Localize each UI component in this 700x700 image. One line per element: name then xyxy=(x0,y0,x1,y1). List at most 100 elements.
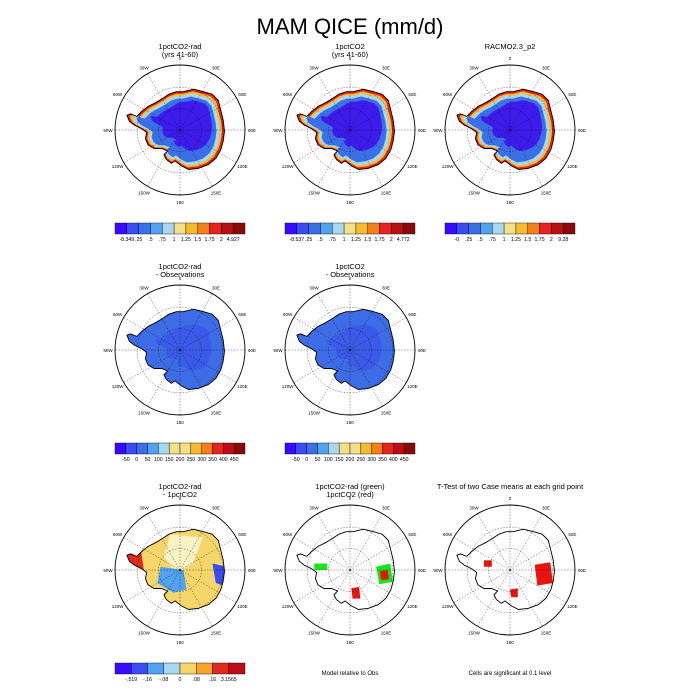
colorbar-swatch xyxy=(320,222,333,235)
colorbar-swatch xyxy=(114,662,132,675)
coastline xyxy=(126,88,225,170)
colorbar-swatch xyxy=(402,222,416,235)
longitude-gridline xyxy=(123,537,181,571)
longitude-tick-label: 30W xyxy=(139,66,149,71)
map-boundary-circle xyxy=(114,504,246,636)
colorbar-swatch xyxy=(296,222,309,235)
longitude-tick-label: 180 xyxy=(176,640,184,645)
longitude-gridline xyxy=(123,349,181,383)
colorbar-swatch xyxy=(162,222,175,235)
longitude-tick-label: 60W xyxy=(113,312,123,317)
longitude-tick-label: 60E xyxy=(238,532,246,537)
longitude-gridline xyxy=(349,73,383,131)
colorbar-tick-label: 100 xyxy=(324,457,333,463)
longitude-tick-label: 90E xyxy=(418,568,426,573)
colorbar-swatch xyxy=(306,442,318,455)
colorbar-swatch xyxy=(201,442,213,455)
longitude-gridline xyxy=(123,569,181,603)
significant-cells xyxy=(510,588,518,598)
colorbar-swatch xyxy=(403,442,416,455)
longitude-tick-label: 0 xyxy=(179,496,182,501)
panel-title: 1pctCO2-rad xyxy=(158,262,202,271)
longitude-tick-label: 60W xyxy=(283,92,293,97)
longitude-tick-label: 90W xyxy=(103,568,113,573)
longitude-tick-label: 90W xyxy=(433,568,443,573)
longitude-tick-label: 120W xyxy=(282,604,295,609)
colorbar-swatch xyxy=(228,662,246,675)
colorbar-tick-label: 150 xyxy=(335,457,344,463)
longitude-tick-label: 90E xyxy=(418,128,426,133)
colorbar-tick-label: -.16 xyxy=(143,677,152,683)
colorbar-tick-label: 1.75 xyxy=(204,237,214,243)
colorbar-tick-label: 400 xyxy=(389,457,398,463)
colorbar-swatch xyxy=(492,222,505,235)
colorbar-tick-label: 150 xyxy=(165,457,174,463)
longitude-gridline xyxy=(293,569,351,603)
longitude-tick-label: 150E xyxy=(541,630,552,635)
coastline xyxy=(296,88,395,170)
longitude-tick-label: 120E xyxy=(407,164,418,169)
panel-subtitle: (yrs 41-60) xyxy=(331,50,369,59)
colorbar-tick-label: .25 xyxy=(465,237,472,243)
colorbar-tick-label: 1.75 xyxy=(534,237,544,243)
longitude-gridline xyxy=(147,349,181,407)
longitude-tick-label: 180 xyxy=(506,640,514,645)
colorbar-swatch xyxy=(371,442,383,455)
map-panel: 0 30E 60E 90E 120E 150E 180 150W 120W 90W 60W 30W xyxy=(273,56,426,205)
longitude-tick-label: 30W xyxy=(309,506,319,511)
longitude-gridline xyxy=(349,349,407,383)
longitude-tick-label: 180 xyxy=(346,200,354,205)
panel-subtitle: 1pctCO2 (red) xyxy=(326,490,374,499)
longitude-tick-label: 90W xyxy=(273,128,283,133)
green-region xyxy=(314,563,328,570)
colorbar-swatch xyxy=(147,442,159,455)
panel-title: T-Test of two Case means at each grid po… xyxy=(436,482,584,491)
colorbar-swatch xyxy=(468,222,481,235)
red-region xyxy=(351,586,361,599)
colorbar-tick-label: 400 xyxy=(219,457,228,463)
colorbar-tick-label: 1.25 xyxy=(511,237,521,243)
longitude-tick-label: 120E xyxy=(407,384,418,389)
accumulation-field xyxy=(296,89,395,170)
longitude-gridline xyxy=(317,73,351,131)
longitude-tick-label: 0 xyxy=(349,276,352,281)
colorbar-tick-label: 1 xyxy=(503,237,506,243)
colorbar-tick-label: 450 xyxy=(230,457,239,463)
colorbar-tick-label: .5 xyxy=(318,237,322,243)
diff-near-zero xyxy=(163,534,203,574)
coastline xyxy=(296,308,395,390)
colorbar-swatch xyxy=(126,222,139,235)
longitude-tick-label: 30W xyxy=(469,506,479,511)
longitude-gridline xyxy=(349,569,407,603)
colorbar-swatch xyxy=(527,222,540,235)
colorbar-swatch xyxy=(355,222,368,235)
coastline xyxy=(126,308,225,390)
colorbar-tick-label: 2 xyxy=(220,237,223,243)
map-boundary-circle xyxy=(284,284,416,416)
longitude-gridline xyxy=(317,349,351,407)
longitude-gridline xyxy=(509,97,567,131)
significance-overlay xyxy=(314,563,393,599)
longitude-tick-label: 120E xyxy=(237,164,248,169)
longitude-tick-label: 30W xyxy=(139,286,149,291)
longitude-tick-label: 30W xyxy=(139,506,149,511)
colorbar-tick-label: -50 xyxy=(122,457,130,463)
longitude-tick-label: 150E xyxy=(541,190,552,195)
colorbar-tick-label: 2 xyxy=(390,237,393,243)
bias-field xyxy=(296,309,395,390)
longitude-tick-label: 90E xyxy=(248,128,256,133)
longitude-gridline xyxy=(123,317,181,351)
panel-title: 1pctCO2-rad xyxy=(158,42,202,51)
longitude-gridline xyxy=(179,537,237,571)
longitude-tick-label: 30W xyxy=(469,66,479,71)
colorbar-swatch xyxy=(173,222,187,235)
colorbar-swatch xyxy=(393,442,405,455)
longitude-gridline xyxy=(293,129,351,163)
longitude-tick-label: 150W xyxy=(138,410,151,415)
colorbar-swatch xyxy=(284,222,298,235)
longitude-gridline xyxy=(509,569,567,603)
map-panel: 0 30E 60E 90E 120E 150E 180 150W 120W 90W 60W 30W xyxy=(433,56,586,205)
longitude-tick-label: 60W xyxy=(443,532,453,537)
longitude-gridline xyxy=(349,569,383,627)
longitude-tick-label: 30W xyxy=(309,66,319,71)
